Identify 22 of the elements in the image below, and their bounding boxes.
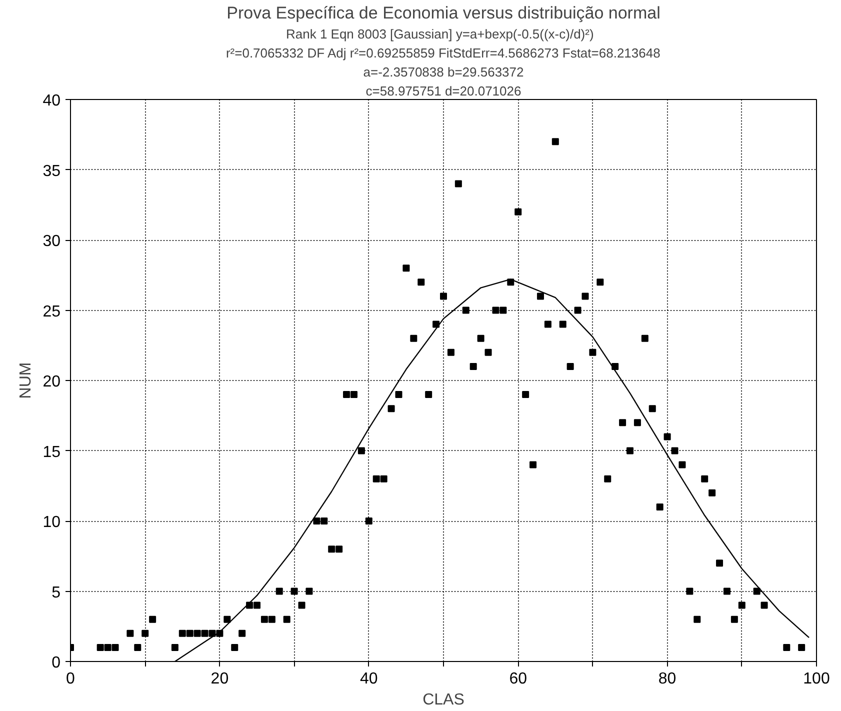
x-tick-label: 80 <box>658 670 676 688</box>
chart-title: Prova Específica de Economia versus distribuição normal <box>226 4 660 22</box>
y-tick-label: 30 <box>42 233 61 250</box>
x-tick-label: 60 <box>509 670 528 688</box>
x-tick-label: 20 <box>210 670 229 688</box>
x-axis-title: CLAS <box>422 692 464 708</box>
y-tick-label: 15 <box>42 444 61 461</box>
x-tick-label: 40 <box>360 670 378 688</box>
y-tick-label: 20 <box>42 374 61 390</box>
y-tick-label: 5 <box>52 584 61 602</box>
text: r²=0.7065332 DF Adj r²=0.69255859 FitStdErr=4.5686273 Fstat=68.213648 <box>226 46 660 60</box>
x-tick-label: 100 <box>803 670 830 688</box>
text: a=-2.3570838 b=29.563372 <box>363 64 524 80</box>
y-tick-label: 40 <box>42 92 61 110</box>
y-axis-title: NUM <box>18 362 35 399</box>
y-tick-label: 35 <box>42 162 61 180</box>
chart-subtitle: Rank 1 Eqn 8003 [Gaussian] y=a+bexp(-0.5((x-c)/d)²) <box>286 26 594 42</box>
text: c=58.975751 d=20.071026 <box>366 84 522 98</box>
y-tick-label: 25 <box>42 303 61 320</box>
y-tick-label: 10 <box>42 514 61 531</box>
y-tick-label: 0 <box>52 654 61 672</box>
x-tick-label: 0 <box>66 670 76 688</box>
